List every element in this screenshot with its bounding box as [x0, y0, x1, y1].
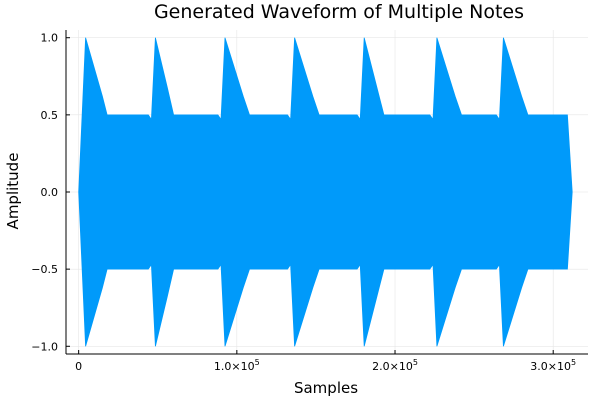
x-tick-label-2: 2.0×105 — [372, 358, 418, 373]
y-tick-label-3: 0.5 — [41, 109, 59, 122]
tick-labels: 0 1.0×105 2.0×105 3.0×105 −1.0 −0.5 0.0 0.5 1.0 — [31, 32, 576, 373]
y-tick-label-4: 1.0 — [41, 32, 59, 45]
y-axis-label: Amplitude — [4, 153, 22, 230]
y-tick-label-1: −0.5 — [31, 263, 58, 276]
y-tick-label-2: 0.0 — [41, 186, 59, 199]
x-tick-label-1: 1.0×105 — [214, 358, 260, 373]
y-tick-label-0: −1.0 — [31, 340, 58, 353]
x-tick-label-0: 0 — [75, 360, 82, 373]
plot-area — [78, 37, 573, 347]
x-tick-label-3: 3.0×105 — [530, 358, 576, 373]
waveform-series — [78, 37, 573, 347]
chart-title: Generated Waveform of Multiple Notes — [154, 1, 524, 23]
x-axis-label: Samples — [294, 379, 358, 397]
axes — [65, 30, 588, 355]
